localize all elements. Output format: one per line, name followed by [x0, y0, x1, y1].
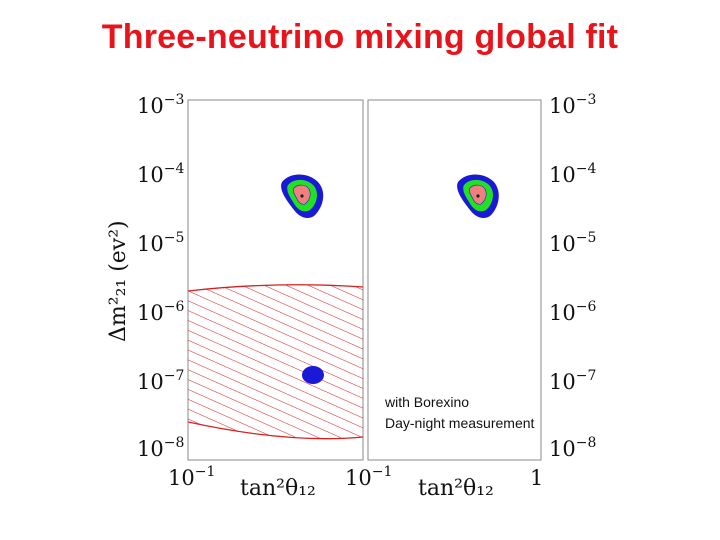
left-best-fit-point: [300, 194, 304, 198]
left-y-tick-6: 10−8: [137, 435, 184, 461]
annotation-line-1: with Borexino: [384, 394, 469, 410]
left-y-tick-1: 10−3: [137, 92, 184, 118]
left-y-tick-2: 10−4: [137, 161, 184, 187]
right-x-tick-2: 1: [530, 466, 543, 490]
exclusion-upper-boundary: [188, 284, 363, 292]
right-x-tick-1: 10−1: [345, 464, 392, 490]
y-axis-title: Δm²₂₁ (ev²): [106, 220, 131, 342]
right-y-tick-2: 10−4: [549, 161, 596, 187]
left-x-axis-title: tan²θ₁₂: [240, 476, 316, 501]
right-y-tick-3: 10−5: [549, 230, 596, 256]
right-y-tick-6: 10−8: [549, 435, 596, 461]
caption-cut-off: [95, 520, 675, 534]
right-best-fit-point: [476, 194, 480, 198]
right-contour: [457, 174, 499, 218]
right-y-tick-1: 10−3: [549, 92, 596, 118]
right-x-axis-title: tan²θ₁₂: [418, 476, 494, 501]
annotation-line-2: Day-night measurement: [385, 415, 535, 431]
left-y-tick-3: 10−5: [137, 230, 184, 256]
hatched-exclusion-region: [188, 284, 363, 439]
right-y-tick-4: 10−6: [549, 299, 596, 325]
right-y-tick-5: 10−7: [549, 368, 596, 394]
left-y-tick-5: 10−7: [137, 368, 184, 394]
right-y-ticks: 10−3 10−4 10−5 10−6 10−7 10−8: [549, 92, 596, 461]
slide-title: Three-neutrino mixing global fit: [101, 18, 619, 56]
left-low-blob: [302, 366, 324, 384]
left-contour: [281, 174, 324, 218]
exclusion-lower-boundary: [188, 421, 363, 440]
left-panel-frame: [187, 99, 364, 461]
left-y-tick-4: 10−6: [137, 299, 184, 325]
right-panel-frame: [367, 99, 542, 461]
left-x-tick-1: 10−1: [168, 464, 215, 490]
left-y-ticks: 10−3 10−4 10−5 10−6 10−7 10−8: [137, 92, 184, 461]
